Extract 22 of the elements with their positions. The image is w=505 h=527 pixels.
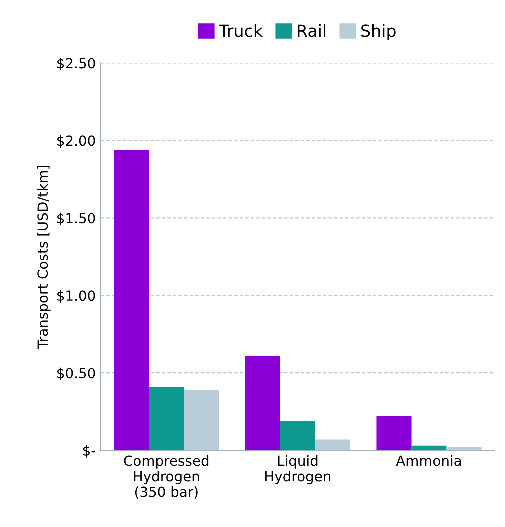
x-tick-label: Compressed Hydrogen (350 bar) <box>124 455 209 499</box>
bar <box>446 447 482 451</box>
bar <box>412 446 447 451</box>
bar <box>376 416 412 451</box>
x-tick-label: Liquid Hydrogen <box>266 455 331 484</box>
legend-label: Ship <box>362 24 396 40</box>
y-tick-label: $2.50 <box>58 58 96 71</box>
bar <box>114 150 150 451</box>
bar <box>280 421 316 451</box>
y-tick-label: $- <box>83 445 96 458</box>
bar <box>149 387 184 451</box>
y-tick-label: $2.00 <box>58 135 96 148</box>
y-tick-label: $1.50 <box>58 212 96 226</box>
bar <box>245 356 280 451</box>
y-tick-label: $1.00 <box>58 290 96 303</box>
y-axis-title: Transport Costs [USD/tkm] <box>37 166 51 350</box>
y-tick-label: $0.50 <box>58 368 96 380</box>
bar <box>184 390 220 451</box>
legend-label: Truck <box>219 24 264 38</box>
bar <box>315 440 350 451</box>
legend-label: Rail <box>298 24 326 38</box>
x-tick-label: Ammonia <box>396 455 462 466</box>
